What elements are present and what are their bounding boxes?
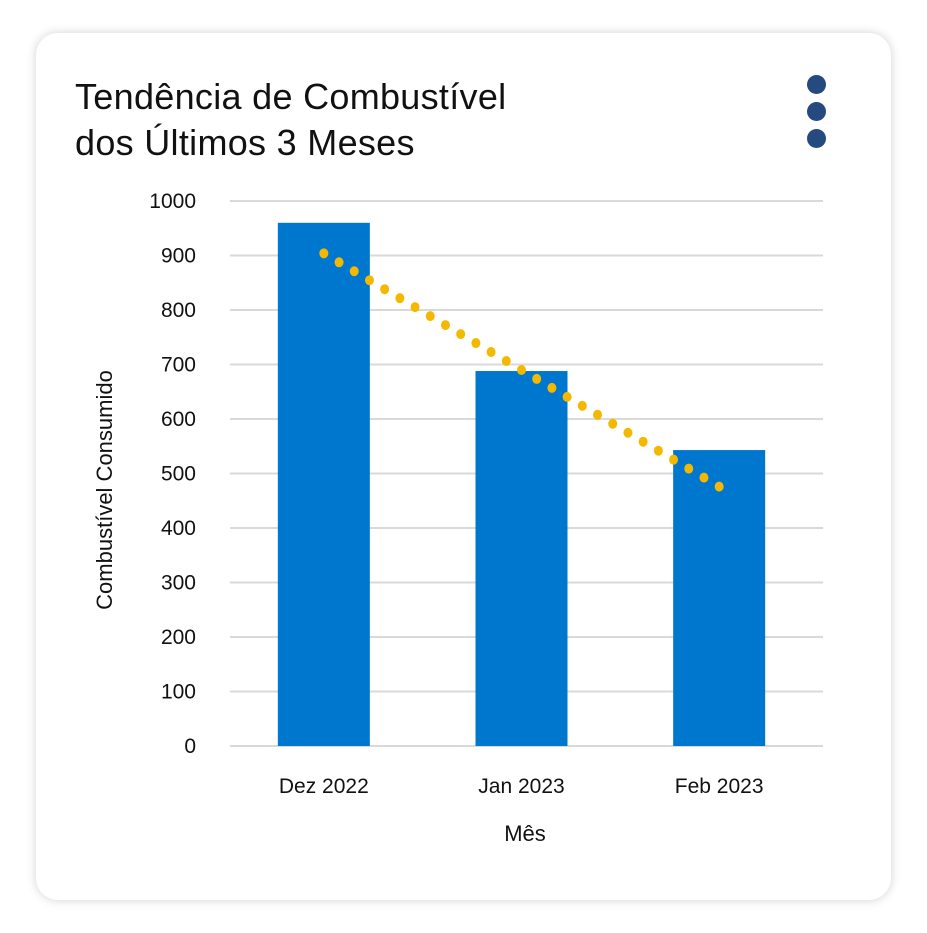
y-tick-label: 1000	[149, 190, 196, 213]
trendline-dot	[577, 400, 587, 411]
trendline-dot	[714, 481, 724, 492]
more-options-icon[interactable]	[807, 75, 827, 150]
title-line-2: dos Últimos 3 Meses	[75, 122, 415, 163]
trendline-dot	[699, 472, 709, 483]
trendline-dot	[593, 409, 603, 420]
trendline-dot	[486, 347, 496, 358]
y-tick-label: 100	[161, 681, 196, 704]
trendline-dot	[425, 311, 435, 322]
trendline-dot	[364, 275, 374, 286]
trendline-dot	[517, 364, 526, 375]
menu-dot	[807, 75, 826, 94]
trendline-dot	[471, 338, 481, 349]
title-line-1: Tendência de Combustível	[75, 76, 507, 117]
trendline-dot	[334, 257, 344, 268]
x-axis-label: Mês	[504, 821, 546, 846]
x-tick-label: Dez 2022	[279, 775, 369, 798]
y-tick-label: 900	[161, 245, 196, 268]
y-tick-label: 400	[161, 517, 196, 540]
trendline-dot	[623, 427, 633, 438]
trendline-dot	[684, 463, 694, 474]
trendline-dot	[440, 320, 450, 331]
y-tick-label: 600	[161, 408, 196, 431]
trendline-dot	[653, 445, 663, 456]
trendline-dot	[380, 284, 390, 295]
trendline-dot	[349, 266, 359, 277]
y-tick-label: 300	[161, 572, 196, 595]
bar	[277, 222, 370, 747]
y-tick-label: 700	[161, 354, 196, 377]
y-tick-label: 0	[184, 735, 196, 758]
bar	[673, 450, 766, 746]
trendline-dot	[638, 436, 648, 447]
bar	[475, 371, 568, 746]
y-tick-label: 500	[161, 463, 196, 486]
trendline-dot	[501, 355, 511, 366]
trendline-dot	[547, 382, 557, 393]
menu-dot	[807, 102, 826, 121]
chart-title: Tendência de Combustível dos Últimos 3 Me…	[75, 74, 506, 166]
y-axis-label: Combustível Consumido	[92, 370, 117, 610]
trendline-dot	[608, 418, 618, 429]
y-tick-label: 200	[161, 626, 196, 649]
trendline-dot	[319, 248, 329, 259]
trendline-dot	[532, 373, 542, 384]
trendline-dot	[562, 391, 572, 402]
menu-dot	[807, 129, 826, 148]
x-tick-label: Feb 2023	[675, 775, 764, 798]
trendline-dot	[669, 454, 679, 465]
trendline-dot	[456, 329, 466, 340]
x-tick-label: Jan 2023	[478, 775, 564, 798]
trendline-dot	[395, 293, 405, 304]
trendline-dot	[410, 302, 420, 313]
y-tick-label: 800	[161, 299, 196, 322]
